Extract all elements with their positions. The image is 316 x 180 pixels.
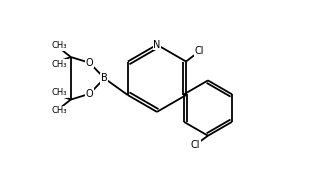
Text: Cl: Cl xyxy=(195,46,204,56)
Text: O: O xyxy=(86,89,93,99)
Text: B: B xyxy=(101,73,108,83)
Text: CH₃: CH₃ xyxy=(52,41,67,50)
Text: CH₃: CH₃ xyxy=(52,106,67,115)
Text: N: N xyxy=(153,40,161,50)
Text: CH₃: CH₃ xyxy=(52,88,67,97)
Text: CH₃: CH₃ xyxy=(52,60,67,69)
Text: Cl: Cl xyxy=(191,140,200,150)
Text: O: O xyxy=(86,58,93,68)
